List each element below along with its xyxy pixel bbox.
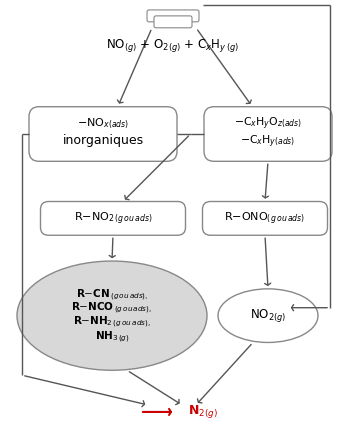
FancyBboxPatch shape: [204, 107, 332, 161]
Text: R$-$NCO$_{\,(g\,ou\,ads),}$: R$-$NCO$_{\,(g\,ou\,ads),}$: [71, 301, 153, 316]
Text: NO$_{(g)}$ + O$_{2(g)}$ + C$_x$H$_{y\,(g)}$: NO$_{(g)}$ + O$_{2(g)}$ + C$_x$H$_{y\,(g…: [107, 37, 239, 54]
Text: R$-$NH$_{2\,(g\,ou\,ads),}$: R$-$NH$_{2\,(g\,ou\,ads),}$: [73, 315, 151, 330]
FancyBboxPatch shape: [40, 201, 185, 235]
FancyBboxPatch shape: [29, 107, 177, 161]
Text: R$-$CN$_{\,(g\,ou\,ads),}$: R$-$CN$_{\,(g\,ou\,ads),}$: [76, 287, 148, 303]
FancyBboxPatch shape: [154, 16, 192, 28]
Text: inorganiques: inorganiques: [62, 135, 144, 147]
Text: $-$C$_x$H$_y$O$_{z(ads)}$: $-$C$_x$H$_y$O$_{z(ads)}$: [234, 116, 302, 132]
FancyBboxPatch shape: [202, 201, 328, 235]
Text: $-$C$_x$H$_{y(ads)}$: $-$C$_x$H$_{y(ads)}$: [240, 134, 295, 150]
Ellipse shape: [218, 289, 318, 343]
Text: NO$_{2(g)}$: NO$_{2(g)}$: [250, 307, 286, 324]
Text: N$_{2(g)}$: N$_{2(g)}$: [188, 403, 218, 420]
Text: NH$_{3\,(g)}$: NH$_{3\,(g)}$: [95, 330, 129, 345]
FancyBboxPatch shape: [147, 10, 199, 22]
Text: R$-$NO$_{2\,(g\,ou\,ads)}$: R$-$NO$_{2\,(g\,ou\,ads)}$: [74, 210, 152, 227]
Ellipse shape: [17, 261, 207, 370]
Text: $-$NO$_{x(ads)}$: $-$NO$_{x(ads)}$: [77, 117, 129, 131]
Text: R$-$ONO$_{(g\,ou\,ads)}$: R$-$ONO$_{(g\,ou\,ads)}$: [224, 210, 306, 227]
